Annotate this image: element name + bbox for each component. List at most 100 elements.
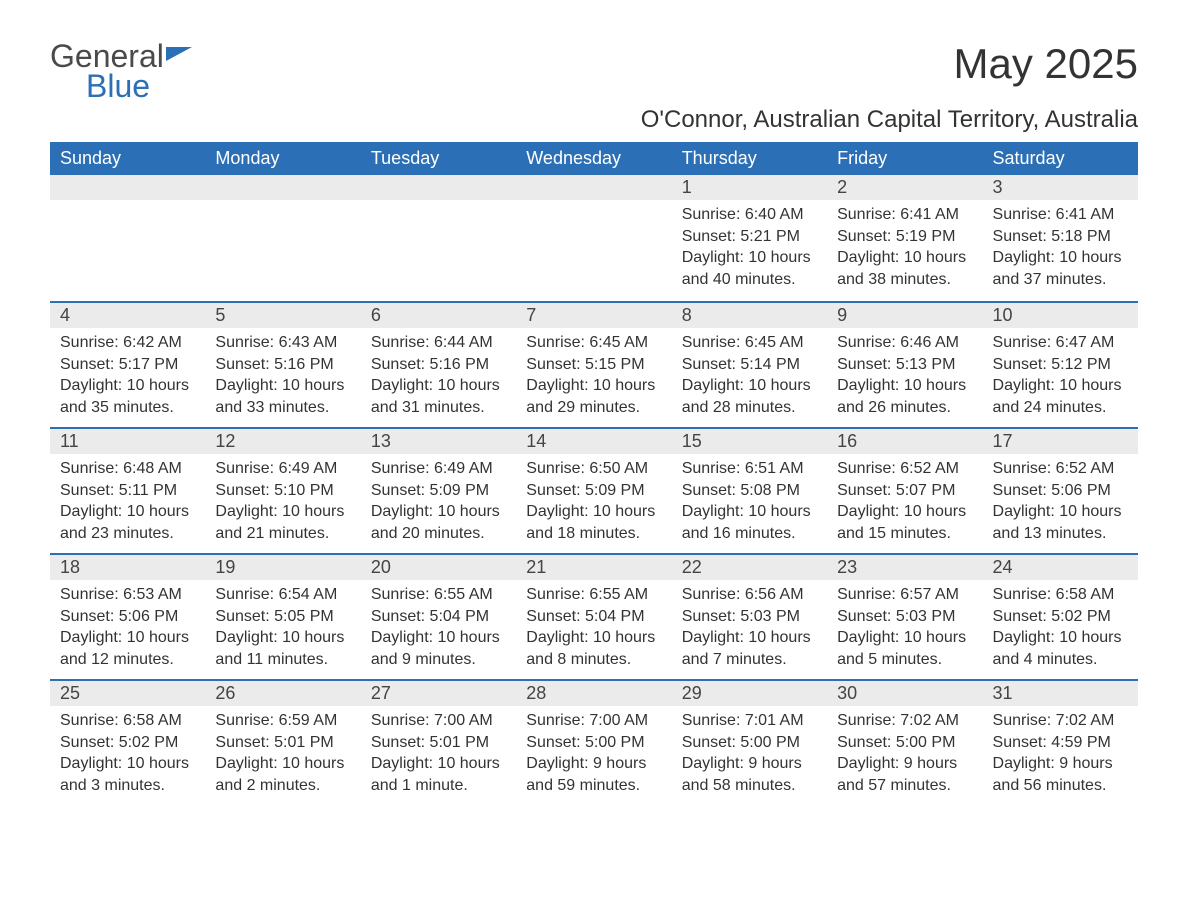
day-number: 12 xyxy=(205,427,360,454)
day-header: Monday xyxy=(205,142,360,175)
sunset-text: Sunset: 5:14 PM xyxy=(682,354,817,376)
sunset-text: Sunset: 5:16 PM xyxy=(215,354,350,376)
sunset-text: Sunset: 5:09 PM xyxy=(371,480,506,502)
calendar-cell: 17Sunrise: 6:52 AMSunset: 5:06 PMDayligh… xyxy=(983,427,1138,553)
calendar-week: 4Sunrise: 6:42 AMSunset: 5:17 PMDaylight… xyxy=(50,301,1138,427)
day-content: Sunrise: 6:48 AMSunset: 5:11 PMDaylight:… xyxy=(50,454,205,550)
calendar-cell: 16Sunrise: 6:52 AMSunset: 5:07 PMDayligh… xyxy=(827,427,982,553)
sunrise-text: Sunrise: 6:51 AM xyxy=(682,458,817,480)
header: General Blue May 2025 O'Connor, Australi… xyxy=(50,40,1138,134)
day-header: Friday xyxy=(827,142,982,175)
day-number: 15 xyxy=(672,427,827,454)
daylight-text: Daylight: 10 hours and 8 minutes. xyxy=(526,627,661,670)
sunset-text: Sunset: 4:59 PM xyxy=(993,732,1128,754)
sunset-text: Sunset: 5:19 PM xyxy=(837,226,972,248)
calendar-cell: 15Sunrise: 6:51 AMSunset: 5:08 PMDayligh… xyxy=(672,427,827,553)
sunrise-text: Sunrise: 6:57 AM xyxy=(837,584,972,606)
sunrise-text: Sunrise: 7:01 AM xyxy=(682,710,817,732)
calendar-cell: 2 Sunrise: 6:41 AMSunset: 5:19 PMDaylight… xyxy=(827,175,982,301)
day-content: Sunrise: 6:51 AMSunset: 5:08 PMDaylight:… xyxy=(672,454,827,550)
day-number: 3 xyxy=(983,175,1138,200)
sunset-text: Sunset: 5:04 PM xyxy=(371,606,506,628)
calendar-cell: 24Sunrise: 6:58 AMSunset: 5:02 PMDayligh… xyxy=(983,553,1138,679)
sunrise-text: Sunrise: 6:49 AM xyxy=(371,458,506,480)
daylight-text: Daylight: 10 hours and 37 minutes. xyxy=(993,247,1128,290)
calendar-cell: 9Sunrise: 6:46 AMSunset: 5:13 PMDaylight… xyxy=(827,301,982,427)
day-number-empty xyxy=(50,175,205,200)
sunrise-text: Sunrise: 6:48 AM xyxy=(60,458,195,480)
day-content: Sunrise: 6:44 AMSunset: 5:16 PMDaylight:… xyxy=(361,328,516,424)
day-number: 27 xyxy=(361,679,516,706)
daylight-text: Daylight: 10 hours and 11 minutes. xyxy=(215,627,350,670)
sunset-text: Sunset: 5:10 PM xyxy=(215,480,350,502)
sunset-text: Sunset: 5:13 PM xyxy=(837,354,972,376)
day-header: Thursday xyxy=(672,142,827,175)
day-content: Sunrise: 6:49 AMSunset: 5:10 PMDaylight:… xyxy=(205,454,360,550)
calendar-cell: 7Sunrise: 6:45 AMSunset: 5:15 PMDaylight… xyxy=(516,301,671,427)
daylight-text: Daylight: 10 hours and 13 minutes. xyxy=(993,501,1128,544)
calendar-cell xyxy=(516,175,671,301)
day-number: 17 xyxy=(983,427,1138,454)
sunrise-text: Sunrise: 6:45 AM xyxy=(682,332,817,354)
day-header: Saturday xyxy=(983,142,1138,175)
sunrise-text: Sunrise: 6:47 AM xyxy=(993,332,1128,354)
daylight-text: Daylight: 10 hours and 35 minutes. xyxy=(60,375,195,418)
sunset-text: Sunset: 5:00 PM xyxy=(526,732,661,754)
day-number: 13 xyxy=(361,427,516,454)
day-content: Sunrise: 6:53 AMSunset: 5:06 PMDaylight:… xyxy=(50,580,205,676)
day-content: Sunrise: 6:52 AMSunset: 5:06 PMDaylight:… xyxy=(983,454,1138,550)
sunset-text: Sunset: 5:06 PM xyxy=(60,606,195,628)
calendar-cell: 10Sunrise: 6:47 AMSunset: 5:12 PMDayligh… xyxy=(983,301,1138,427)
sunrise-text: Sunrise: 6:44 AM xyxy=(371,332,506,354)
daylight-text: Daylight: 10 hours and 20 minutes. xyxy=(371,501,506,544)
sunset-text: Sunset: 5:03 PM xyxy=(682,606,817,628)
day-content: Sunrise: 6:56 AMSunset: 5:03 PMDaylight:… xyxy=(672,580,827,676)
sunrise-text: Sunrise: 6:45 AM xyxy=(526,332,661,354)
daylight-text: Daylight: 10 hours and 16 minutes. xyxy=(682,501,817,544)
day-number: 4 xyxy=(50,301,205,328)
daylight-text: Daylight: 10 hours and 21 minutes. xyxy=(215,501,350,544)
daylight-text: Daylight: 10 hours and 15 minutes. xyxy=(837,501,972,544)
day-number: 20 xyxy=(361,553,516,580)
sunset-text: Sunset: 5:15 PM xyxy=(526,354,661,376)
brand-text: General Blue xyxy=(50,40,192,102)
day-content: Sunrise: 6:59 AMSunset: 5:01 PMDaylight:… xyxy=(205,706,360,802)
calendar-cell: 19Sunrise: 6:54 AMSunset: 5:05 PMDayligh… xyxy=(205,553,360,679)
daylight-text: Daylight: 10 hours and 38 minutes. xyxy=(837,247,972,290)
daylight-text: Daylight: 10 hours and 2 minutes. xyxy=(215,753,350,796)
day-content: Sunrise: 6:50 AMSunset: 5:09 PMDaylight:… xyxy=(516,454,671,550)
calendar-week: 11Sunrise: 6:48 AMSunset: 5:11 PMDayligh… xyxy=(50,427,1138,553)
calendar-table: SundayMondayTuesdayWednesdayThursdayFrid… xyxy=(50,142,1138,805)
day-number: 9 xyxy=(827,301,982,328)
sunrise-text: Sunrise: 6:56 AM xyxy=(682,584,817,606)
calendar-cell: 8Sunrise: 6:45 AMSunset: 5:14 PMDaylight… xyxy=(672,301,827,427)
daylight-text: Daylight: 10 hours and 3 minutes. xyxy=(60,753,195,796)
calendar-cell xyxy=(50,175,205,301)
day-content: Sunrise: 6:55 AMSunset: 5:04 PMDaylight:… xyxy=(361,580,516,676)
sunset-text: Sunset: 5:21 PM xyxy=(682,226,817,248)
sunrise-text: Sunrise: 6:49 AM xyxy=(215,458,350,480)
daylight-text: Daylight: 10 hours and 40 minutes. xyxy=(682,247,817,290)
calendar-cell: 5Sunrise: 6:43 AMSunset: 5:16 PMDaylight… xyxy=(205,301,360,427)
day-header-row: SundayMondayTuesdayWednesdayThursdayFrid… xyxy=(50,142,1138,175)
daylight-text: Daylight: 9 hours and 59 minutes. xyxy=(526,753,661,796)
sunset-text: Sunset: 5:02 PM xyxy=(993,606,1128,628)
calendar-cell: 27Sunrise: 7:00 AMSunset: 5:01 PMDayligh… xyxy=(361,679,516,805)
day-content: Sunrise: 6:45 AMSunset: 5:14 PMDaylight:… xyxy=(672,328,827,424)
day-header: Wednesday xyxy=(516,142,671,175)
daylight-text: Daylight: 10 hours and 7 minutes. xyxy=(682,627,817,670)
day-number: 1 xyxy=(672,175,827,200)
sunset-text: Sunset: 5:00 PM xyxy=(837,732,972,754)
day-number: 14 xyxy=(516,427,671,454)
day-number: 2 xyxy=(827,175,982,200)
calendar-cell: 13 Sunrise: 6:49 AMSunset: 5:09 PMDayligh… xyxy=(361,427,516,553)
sunrise-text: Sunrise: 6:41 AM xyxy=(993,204,1128,226)
sunrise-text: Sunrise: 6:41 AM xyxy=(837,204,972,226)
day-number: 29 xyxy=(672,679,827,706)
daylight-text: Daylight: 10 hours and 4 minutes. xyxy=(993,627,1128,670)
sunset-text: Sunset: 5:09 PM xyxy=(526,480,661,502)
day-content: Sunrise: 7:02 AMSunset: 5:00 PMDaylight:… xyxy=(827,706,982,802)
sunrise-text: Sunrise: 6:43 AM xyxy=(215,332,350,354)
sunset-text: Sunset: 5:12 PM xyxy=(993,354,1128,376)
day-content: Sunrise: 7:00 AMSunset: 5:00 PMDaylight:… xyxy=(516,706,671,802)
